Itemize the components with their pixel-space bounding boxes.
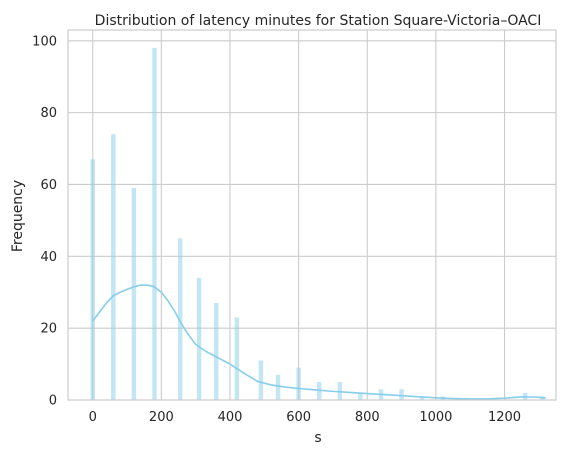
y-tick-label: 0 bbox=[49, 394, 57, 409]
histogram-bar bbox=[234, 317, 240, 400]
histogram-bar bbox=[177, 238, 183, 400]
x-tick-label: 0 bbox=[89, 410, 97, 425]
chart-title: Distribution of latency minutes for Stat… bbox=[95, 13, 542, 29]
x-tick-label: 1200 bbox=[488, 410, 521, 425]
histogram-bar bbox=[131, 188, 137, 400]
x-tick-label: 800 bbox=[355, 410, 380, 425]
histogram-bar bbox=[214, 303, 219, 400]
histogram-bar bbox=[419, 396, 425, 400]
histogram-bars bbox=[90, 47, 545, 401]
histogram-bar bbox=[152, 47, 157, 400]
y-tick-label: 80 bbox=[40, 106, 57, 121]
kde-curve bbox=[92, 284, 546, 400]
x-tick-label: 1000 bbox=[419, 410, 452, 425]
y-tick-label: 20 bbox=[40, 322, 57, 337]
histogram-bar bbox=[196, 277, 202, 400]
x-tick-label: 200 bbox=[149, 410, 174, 425]
x-axis-label: s bbox=[314, 430, 321, 446]
histogram-bar bbox=[111, 134, 116, 401]
grid bbox=[68, 30, 556, 401]
y-tick-labels: 0 20 40 60 80 100 bbox=[32, 34, 57, 408]
y-tick-label: 100 bbox=[32, 34, 57, 49]
y-tick-label: 40 bbox=[40, 250, 57, 265]
histogram-bar bbox=[90, 159, 95, 400]
histogram-bar bbox=[296, 367, 301, 400]
histogram-bar bbox=[358, 392, 363, 400]
histogram-bar bbox=[399, 389, 404, 400]
plot-frame bbox=[67, 29, 557, 401]
x-tick-label: 400 bbox=[218, 410, 243, 425]
x-tick-labels: 0 200 400 600 800 1000 1200 bbox=[89, 410, 522, 425]
y-tick-label: 60 bbox=[40, 178, 57, 193]
histogram-bar bbox=[275, 374, 281, 400]
y-axis-label: Frequency bbox=[10, 180, 26, 252]
x-tick-label: 600 bbox=[286, 410, 311, 425]
histogram-bar bbox=[258, 360, 264, 400]
